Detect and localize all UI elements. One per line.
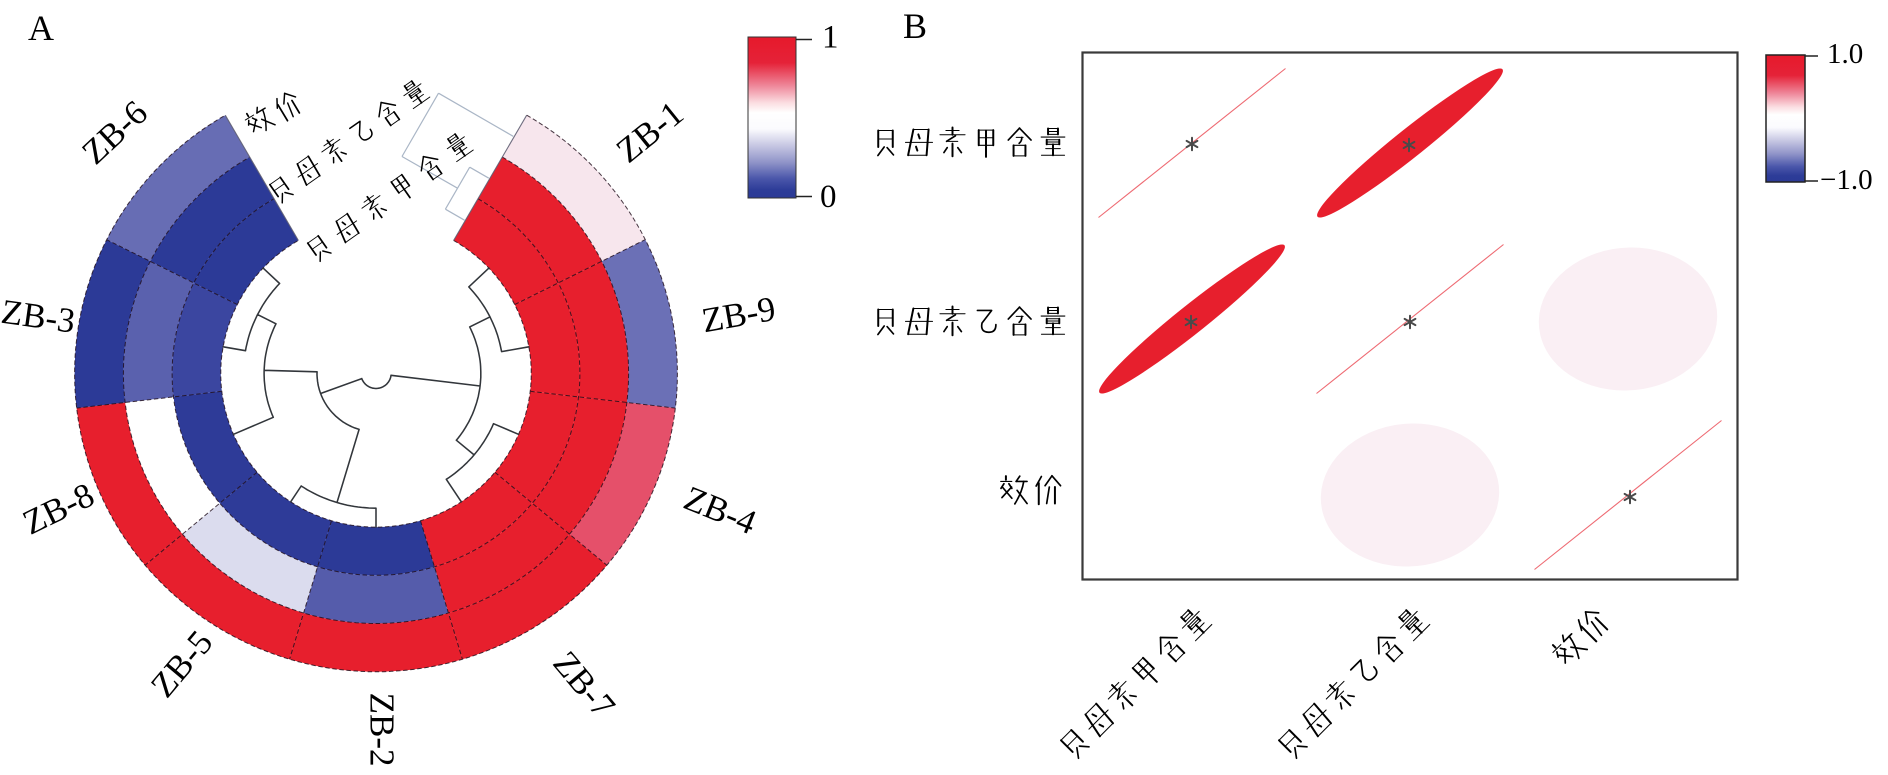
svg-text:B: B — [903, 6, 927, 46]
svg-text:0: 0 — [820, 179, 837, 215]
svg-text:ZB-2: ZB-2 — [362, 693, 401, 767]
svg-text:A: A — [28, 8, 54, 48]
svg-text:−1.0: −1.0 — [1820, 164, 1873, 196]
svg-text:1: 1 — [822, 20, 839, 56]
svg-text:1.0: 1.0 — [1827, 38, 1863, 70]
